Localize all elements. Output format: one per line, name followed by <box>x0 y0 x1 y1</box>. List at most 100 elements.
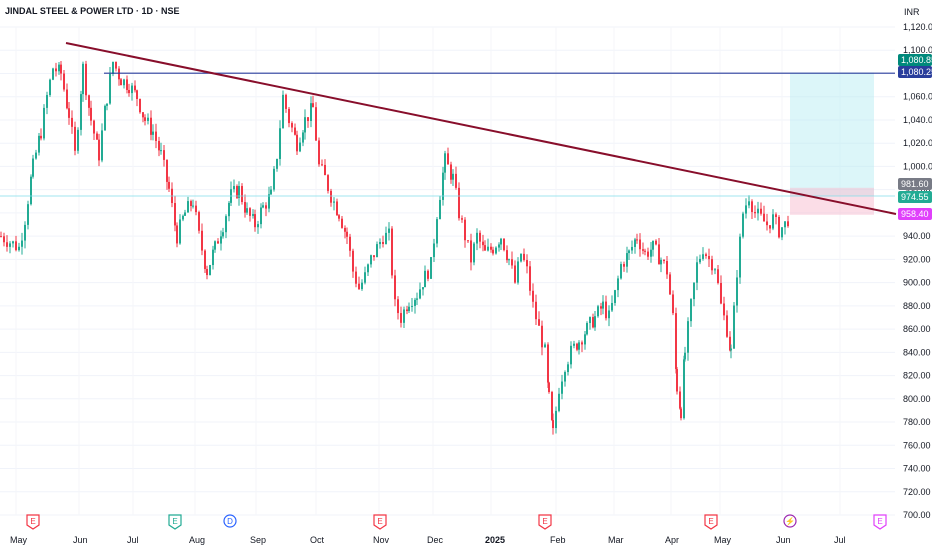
candle-body <box>126 79 128 91</box>
candle-body <box>394 275 396 300</box>
candle-body <box>60 64 62 74</box>
candle-body <box>655 240 657 245</box>
price-badge-label: 1,080.25 <box>901 67 932 77</box>
candle-body <box>617 278 619 291</box>
candle-body <box>63 73 65 90</box>
y-tick-label: 760.00 <box>903 440 931 450</box>
earnings-marker[interactable] <box>373 514 387 530</box>
candle-body <box>594 316 596 328</box>
candle-body <box>302 132 304 143</box>
candle-body <box>21 240 23 247</box>
candle-body <box>238 186 240 198</box>
candle-body <box>766 221 768 226</box>
price-badge-label: 1,080.85 <box>901 55 932 65</box>
descending-trendline[interactable] <box>65 42 897 215</box>
candle-body <box>663 259 665 262</box>
event-marker-circle[interactable] <box>783 514 797 528</box>
x-tick-label: 2025 <box>485 535 505 545</box>
position-tool[interactable] <box>790 72 874 215</box>
candle-body <box>109 73 111 104</box>
candle-body <box>294 127 296 135</box>
candle-body <box>49 79 51 96</box>
earnings-marker[interactable] <box>168 514 182 530</box>
candle-body <box>318 140 320 165</box>
candle-body <box>419 289 421 299</box>
candle-body <box>644 250 646 252</box>
x-tick-label: Nov <box>373 535 390 545</box>
candle-body <box>321 164 323 166</box>
candle-body <box>66 89 68 109</box>
candle-body <box>708 256 710 260</box>
event-markers[interactable]: E E D E E E ⚡ E <box>26 514 887 530</box>
candle-body <box>535 301 537 320</box>
x-tick-label: Sep <box>250 535 266 545</box>
candle-body <box>427 270 429 279</box>
candle-body <box>552 420 554 429</box>
candle-body <box>120 79 122 86</box>
candle-body <box>484 245 486 251</box>
x-tick-label: Aug <box>189 535 205 545</box>
candle-body <box>187 201 189 213</box>
candle-body <box>307 117 309 122</box>
candle-body <box>344 227 346 232</box>
event-marker-circle[interactable] <box>223 514 237 528</box>
price-axis[interactable]: 1,120.001,100.001,080.001,060.001,040.00… <box>898 22 932 520</box>
candle-body <box>379 242 381 245</box>
candle-body <box>166 159 168 182</box>
y-tick-label: 800.00 <box>903 394 931 404</box>
price-badge-label: 981.60 <box>901 179 929 189</box>
candle-body <box>128 90 130 94</box>
candle-body <box>201 230 203 251</box>
candle-body <box>733 305 735 349</box>
candle-body <box>228 202 230 217</box>
candle-body <box>723 303 725 316</box>
candle-body <box>739 236 741 278</box>
candle-body <box>38 135 40 153</box>
y-tick-label: 1,000.00 <box>903 161 932 171</box>
target-zone[interactable] <box>790 72 874 196</box>
candle-body <box>742 213 744 237</box>
candle-body <box>32 158 34 177</box>
candle-body <box>96 133 98 140</box>
candle-body <box>414 299 416 306</box>
candle-body <box>220 236 222 244</box>
candle-body <box>772 214 774 229</box>
candle-body <box>439 199 441 220</box>
candle-body <box>748 201 750 206</box>
time-axis[interactable]: May Jun Jul Aug Sep Oct Nov Dec 2025 Feb Mar Apr May… <box>10 535 846 545</box>
candle-body <box>781 227 783 238</box>
candle-body <box>650 249 652 257</box>
candle-body <box>77 129 79 151</box>
candle-body <box>690 299 692 322</box>
candle-body <box>30 176 32 205</box>
price-badge <box>898 208 932 220</box>
candle-body <box>551 391 553 421</box>
candle-body <box>487 246 489 251</box>
candle-body <box>476 232 478 244</box>
candle-body <box>346 231 348 237</box>
candle-body <box>745 205 747 214</box>
candle-body <box>529 266 531 291</box>
candle-body <box>12 241 14 244</box>
candle-body <box>204 250 206 270</box>
earnings-marker[interactable] <box>704 514 718 530</box>
earnings-marker[interactable] <box>26 514 40 530</box>
event-marker-label: E <box>377 517 382 526</box>
candle-body <box>270 189 272 195</box>
candle-body <box>455 173 457 188</box>
candle-body <box>787 221 789 227</box>
candle-body <box>676 369 678 392</box>
earnings-marker[interactable] <box>873 514 887 530</box>
candle-body <box>244 202 246 213</box>
drawings[interactable] <box>0 42 897 215</box>
candle-body <box>679 391 681 409</box>
candle-body <box>168 181 170 189</box>
earnings-marker[interactable] <box>538 514 552 530</box>
candle-body <box>93 120 95 134</box>
candle-body <box>341 218 343 228</box>
x-tick-label: Feb <box>550 535 566 545</box>
candle-body <box>364 272 366 283</box>
candle-body <box>592 317 594 328</box>
candle-body <box>299 142 301 152</box>
